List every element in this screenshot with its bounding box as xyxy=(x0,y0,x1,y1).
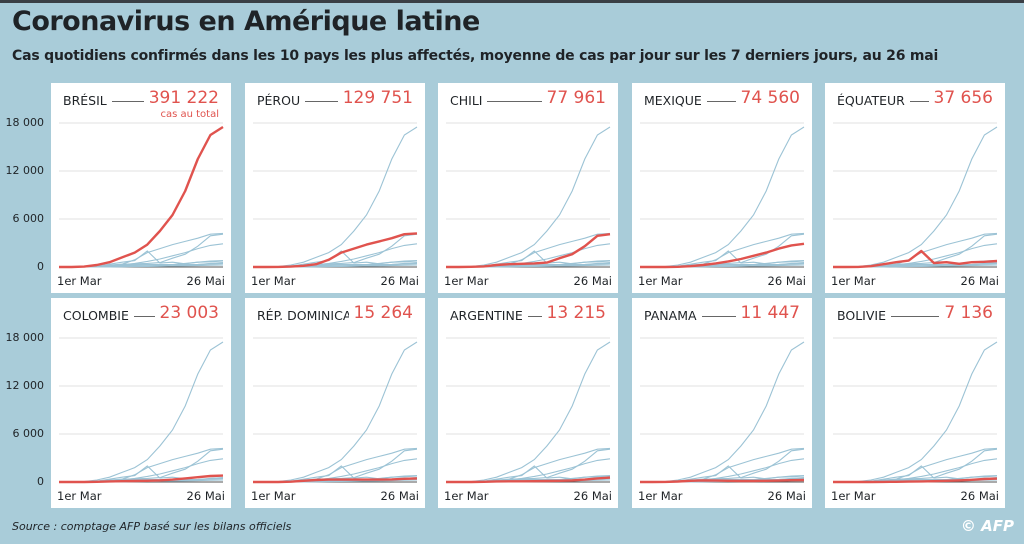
top-bar xyxy=(0,0,1024,3)
panel-plot xyxy=(446,337,611,484)
country-name: ÉQUATEUR xyxy=(837,93,910,108)
country-name: RÉP. DOMINICAINE xyxy=(257,308,378,323)
x-end-label: 26 Mai xyxy=(960,274,999,288)
label-rule xyxy=(450,316,606,317)
country-total: 23 003 xyxy=(154,303,219,323)
x-end-label: 26 Mai xyxy=(380,489,419,503)
highlight-series-line xyxy=(253,232,418,269)
x-start-label: 1er Mar xyxy=(831,489,876,503)
panel-plot xyxy=(59,122,224,269)
y-tick-label: 6 000 xyxy=(12,212,45,225)
panel-plot xyxy=(253,337,418,484)
x-start-label: 1er Mar xyxy=(831,274,876,288)
country-total: 74 560 xyxy=(735,88,800,108)
x-start-label: 1er Mar xyxy=(57,274,102,288)
country-panel: MEXIQUE 74 560 1er Mar 26 Mai xyxy=(632,83,812,293)
highlight-series-line xyxy=(59,125,224,269)
x-end-label: 26 Mai xyxy=(573,489,612,503)
country-total: 37 656 xyxy=(928,88,993,108)
country-name: BRÉSIL xyxy=(63,93,112,108)
country-name: COLOMBIE xyxy=(63,308,134,323)
country-name: CHILI xyxy=(450,93,488,108)
y-tick-label: 6 000 xyxy=(12,427,45,440)
country-panel: RÉP. DOMINICAINE 15 264 1er Mar 26 Mai xyxy=(245,298,425,508)
panel-plot xyxy=(446,122,611,269)
y-tick-label: 0 xyxy=(37,475,44,488)
country-panel: PÉROU 129 751 1er Mar 26 Mai xyxy=(245,83,425,293)
country-total: 77 961 xyxy=(541,88,606,108)
country-total: 7 136 xyxy=(939,303,993,323)
country-name: ARGENTINE xyxy=(450,308,528,323)
label-rule xyxy=(837,101,993,102)
x-end-label: 26 Mai xyxy=(186,274,225,288)
x-start-label: 1er Mar xyxy=(251,489,296,503)
highlight-series-line xyxy=(446,476,611,484)
x-start-label: 1er Mar xyxy=(251,274,296,288)
source-note: Source : comptage AFP basé sur les bilan… xyxy=(12,520,292,533)
country-name: PANAMA xyxy=(644,308,702,323)
label-rule xyxy=(837,316,993,317)
chart-subtitle: Cas quotidiens confirmés dans les 10 pay… xyxy=(12,48,939,64)
x-start-label: 1er Mar xyxy=(638,274,683,288)
country-panel: BRÉSIL 391 222 cas au total 1er Mar 26 Mai xyxy=(51,83,231,293)
afp-logo: © AFP xyxy=(960,517,1014,535)
country-total: 15 264 xyxy=(348,303,413,323)
country-panel: CHILI 77 961 1er Mar 26 Mai xyxy=(438,83,618,293)
country-panel: BOLIVIE 7 136 1er Mar 26 Mai xyxy=(825,298,1005,508)
panel-plot xyxy=(253,122,418,269)
y-tick-label: 12 000 xyxy=(5,164,45,177)
x-end-label: 26 Mai xyxy=(767,489,806,503)
country-total: 129 751 xyxy=(337,88,413,108)
country-name: MEXIQUE xyxy=(644,93,707,108)
panel-plot xyxy=(640,337,805,484)
country-panel: PANAMA 11 447 1er Mar 26 Mai xyxy=(632,298,812,508)
chart-title: Coronavirus en Amérique latine xyxy=(12,6,480,37)
country-panel: ARGENTINE 13 215 1er Mar 26 Mai xyxy=(438,298,618,508)
total-note: cas au total xyxy=(160,109,219,120)
country-total: 13 215 xyxy=(541,303,606,323)
country-panel: COLOMBIE 23 003 1er Mar 26 Mai xyxy=(51,298,231,508)
x-end-label: 26 Mai xyxy=(767,274,806,288)
x-start-label: 1er Mar xyxy=(444,489,489,503)
y-tick-label: 18 000 xyxy=(5,331,45,344)
highlight-series-line xyxy=(640,242,805,269)
country-panel: ÉQUATEUR 37 656 1er Mar 26 Mai xyxy=(825,83,1005,293)
x-end-label: 26 Mai xyxy=(960,489,999,503)
panel-plot xyxy=(833,337,998,484)
x-start-label: 1er Mar xyxy=(444,274,489,288)
country-name: BOLIVIE xyxy=(837,308,891,323)
label-rule xyxy=(644,101,800,102)
label-rule xyxy=(63,101,219,102)
panel-plot xyxy=(640,122,805,269)
country-total: 391 222 xyxy=(143,88,219,108)
x-end-label: 26 Mai xyxy=(380,274,419,288)
y-tick-label: 18 000 xyxy=(5,116,45,129)
highlight-series-line xyxy=(446,233,611,269)
y-tick-label: 0 xyxy=(37,260,44,273)
highlight-series-line xyxy=(253,477,418,484)
panel-plot xyxy=(59,337,224,484)
x-end-label: 26 Mai xyxy=(573,274,612,288)
x-end-label: 26 Mai xyxy=(186,489,225,503)
label-rule xyxy=(644,316,800,317)
highlight-series-line xyxy=(833,249,998,269)
country-total: 11 447 xyxy=(735,303,800,323)
panel-plot xyxy=(833,122,998,269)
x-start-label: 1er Mar xyxy=(57,489,102,503)
highlight-series-line xyxy=(59,474,224,484)
label-rule xyxy=(450,101,606,102)
y-tick-label: 12 000 xyxy=(5,379,45,392)
label-rule xyxy=(257,101,413,102)
highlight-series-line xyxy=(833,477,998,484)
x-start-label: 1er Mar xyxy=(638,489,683,503)
label-rule xyxy=(63,316,219,317)
country-name: PÉROU xyxy=(257,93,306,108)
highlight-series-line xyxy=(640,478,805,484)
